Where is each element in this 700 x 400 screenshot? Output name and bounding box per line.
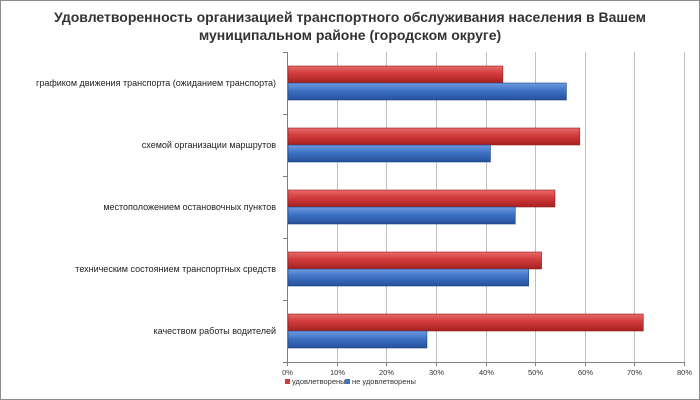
bar-satisfied bbox=[287, 251, 542, 270]
labels-layer: 0% 10% 20% 30% 40% 50% 60% 70% 80% графиком движе… bbox=[36, 78, 692, 377]
category-label: техническим состоянием транспортных сред… bbox=[75, 264, 276, 274]
legend-label: не удовлетворены bbox=[352, 377, 416, 386]
legend: удовлетворены не удовлетворены bbox=[285, 377, 416, 386]
axis-layer bbox=[283, 52, 685, 366]
x-tick-label: 40% bbox=[479, 368, 494, 377]
x-tick-label: 50% bbox=[528, 368, 543, 377]
x-tick-label: 80% bbox=[677, 368, 692, 377]
x-tick-label: 70% bbox=[627, 368, 642, 377]
chart-title: Удовлетворенность организацией транспорт… bbox=[0, 8, 700, 44]
bar-satisfied bbox=[287, 127, 581, 146]
category-label: качеством работы водителей bbox=[154, 326, 276, 336]
legend-swatch bbox=[345, 379, 350, 384]
legend-swatch bbox=[285, 379, 290, 384]
x-tick-label: 10% bbox=[330, 368, 345, 377]
x-tick-label: 60% bbox=[578, 368, 593, 377]
category-label: графиком движения транспорта (ожиданием … bbox=[36, 78, 276, 88]
chart-title-line-1: Удовлетворенность организацией транспорт… bbox=[54, 9, 646, 25]
category-label: схемой организации маршрутов bbox=[142, 140, 276, 150]
legend-label: удовлетворены bbox=[292, 377, 346, 386]
bar-not-satisfied bbox=[287, 330, 428, 349]
x-tick-label: 0% bbox=[282, 368, 293, 377]
bar-not-satisfied bbox=[287, 144, 491, 163]
bar-not-satisfied bbox=[287, 206, 516, 225]
bar-not-satisfied bbox=[287, 268, 529, 287]
bars-layer bbox=[287, 65, 644, 349]
bar-satisfied bbox=[287, 65, 504, 84]
bar-satisfied bbox=[287, 189, 556, 208]
x-tick-label: 20% bbox=[379, 368, 394, 377]
bar-satisfied bbox=[287, 313, 644, 332]
bar-not-satisfied bbox=[287, 82, 567, 101]
category-label: местоположением остановочных пунктов bbox=[103, 202, 276, 212]
chart-title-line-2: муниципальном районе (городском округе) bbox=[198, 27, 502, 43]
x-tick-label: 30% bbox=[429, 368, 444, 377]
